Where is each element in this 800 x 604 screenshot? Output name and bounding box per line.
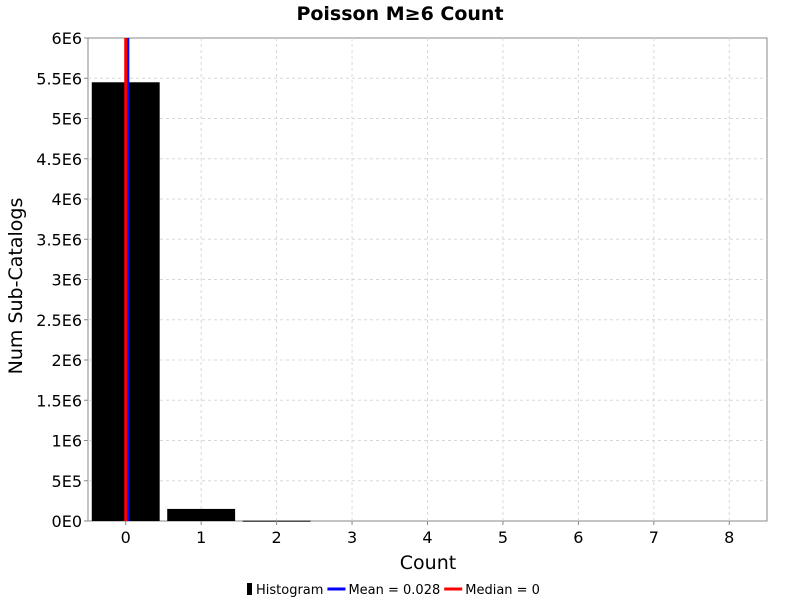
reference-lines [124,38,130,521]
y-tick-label: 5.5E6 [36,69,82,88]
y-tick-label: 2.5E6 [36,311,82,330]
legend-label: Histogram [256,583,323,598]
y-tick-label: 1E6 [52,432,82,451]
chart-title: Poisson M≥6 Count [296,3,503,25]
grid [88,38,767,521]
x-tick-label: 3 [347,528,357,547]
y-axis-label: Num Sub-Catalogs [5,198,27,375]
x-tick-label: 2 [272,528,282,547]
legend-label: Median = 0 [465,583,540,598]
y-tick-label: 0E0 [52,512,82,531]
x-tick-label: 4 [422,528,432,547]
legend-label: Mean = 0.028 [348,583,440,598]
legend: Histogram Mean = 0.028 Median = 0 [247,583,540,598]
x-axis-label: Count [400,552,456,574]
y-tick-label: 1.5E6 [36,391,82,410]
histogram-bar [167,508,236,521]
x-tick-label: 0 [121,528,131,547]
y-tick-label: 2E6 [52,351,82,370]
y-tick-label: 3.5E6 [36,230,82,249]
y-tick-label: 4E6 [52,190,82,209]
x-tick-label: 5 [498,528,508,547]
legend-swatch [247,583,252,595]
y-tick-label: 5E6 [52,110,82,129]
x-tick-label: 8 [724,528,734,547]
x-tick-label: 1 [196,528,206,547]
y-axis-ticks: 0E0 5E5 1E6 1.5E6 2E6 2.5E6 3E6 3.5E6 4E6 4.5E6 5E… [36,29,88,531]
y-tick-label: 6E6 [52,29,82,48]
x-tick-label: 7 [649,528,659,547]
y-tick-label: 4.5E6 [36,150,82,169]
y-tick-label: 5E5 [52,472,82,491]
y-tick-label: 3E6 [52,271,82,290]
x-tick-label: 6 [573,528,583,547]
x-axis-ticks: 0 1 2 3 4 5 6 7 8 [121,521,734,547]
